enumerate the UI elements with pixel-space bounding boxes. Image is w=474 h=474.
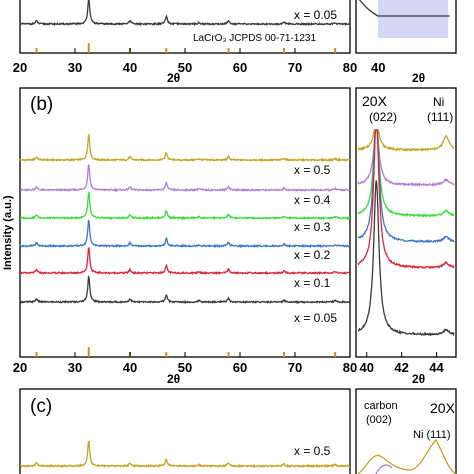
panel-b-series-label-3: x = 0.2 <box>294 248 331 262</box>
panel-a: x = 0.05 LaCrO₃ JCPDS 00-71-1231 20 30 40 5… <box>13 0 457 85</box>
panel-b-inset-magnification: 20X <box>362 93 388 109</box>
panel-b-inset-x-tick-label: 42 <box>394 360 408 375</box>
panel-a-x-tick-label: 80 <box>343 60 357 75</box>
panel-a-x-tick-label: 40 <box>123 60 137 75</box>
panel-b-series-label-1: x = 0.4 <box>294 193 331 207</box>
panel-b-x-tick-label: 80 <box>343 360 357 375</box>
panel-a-series-line <box>19 0 351 27</box>
panel-c-inset-series-group <box>357 438 457 474</box>
panel-a-inset-series-group <box>358 0 450 17</box>
panel-a-x-ticks: 20 30 40 50 60 70 80 <box>13 48 357 75</box>
panel-b-x-tick-label: 60 <box>233 360 247 375</box>
panel-c: (c) x = 0.5 carbon (002) 20X Ni (111) <box>19 388 457 474</box>
panel-b-inset-series-line-4 <box>357 129 455 270</box>
panel-b-series-line-5 <box>19 275 351 305</box>
panel-b-xlabel: 2θ <box>167 372 180 386</box>
panel-a-x-tick-label: 30 <box>68 60 82 75</box>
panel-a-x-tick-label: 60 <box>233 60 247 75</box>
panel-b: (b) Intensity (a.u.) x = 0.5x = 0.4x = 0… <box>2 87 457 386</box>
panel-a-x-tick-label: 70 <box>288 60 302 75</box>
panel-a-x-tick-label: 20 <box>13 60 27 75</box>
panel-a-reference-label: LaCrO₃ JCPDS 00-71-1231 <box>193 33 316 44</box>
panel-b-inset-annotation-111: (111) <box>427 110 453 124</box>
panel-b-x-ticks: 20 30 40 50 60 70 80 <box>13 352 357 375</box>
panel-b-series-label-5: x = 0.05 <box>294 311 337 325</box>
panel-b-inset-series-line-0 <box>357 129 455 152</box>
panel-a-inset-series-line <box>358 0 450 17</box>
panel-a-x-tick-label: 50 <box>178 60 192 75</box>
panel-c-main-frame <box>19 388 351 474</box>
panel-b-series-labels: x = 0.5 x = 0.4 x = 0.3 x = 0.2 x = 0.1 x = 0… <box>294 163 337 325</box>
panel-a-series-group <box>19 0 351 27</box>
panel-b-series-line-4 <box>19 246 351 276</box>
panel-c-inset-frame <box>355 388 457 474</box>
panel-b-series-line-1 <box>19 164 351 193</box>
panel-b-x-tick-label: 20 <box>13 360 27 375</box>
panel-b-series-line-2 <box>19 191 351 221</box>
panel-a-series-label-x-0-05: x = 0.05 <box>294 8 337 22</box>
panel-c-inset-magnification: 20X <box>430 400 456 416</box>
panel-b-inset-series-line-5 <box>357 180 455 337</box>
panel-b-x-tick-label: 50 <box>178 360 192 375</box>
panel-b-series-line-0 <box>19 134 351 163</box>
panel-b-series-label-4: x = 0.1 <box>294 276 331 290</box>
panel-b-inset-x-ticks: 40 42 44 <box>359 352 445 375</box>
panel-c-inset-series-line-2 <box>375 464 393 474</box>
panel-c-series-line <box>19 440 351 469</box>
panel-a-inset-frame <box>355 0 457 54</box>
panel-a-inset-highlight <box>378 0 448 38</box>
panel-a-inset-tick-40: 40 <box>371 60 385 75</box>
panel-b-inset-annotation-ni: Ni <box>433 95 444 109</box>
panel-b-inset-frame <box>355 87 457 358</box>
panel-b-reference-group <box>35 347 337 357</box>
panel-c-series-group <box>19 440 351 469</box>
panel-b-inset-annotation-022: (022) <box>369 110 397 124</box>
panel-b-series-label-2: x = 0.3 <box>294 220 331 234</box>
panel-c-inset-series-line <box>357 438 457 474</box>
panel-c-inset-annotation-002: (002) <box>366 414 392 426</box>
panel-b-series-group <box>19 134 351 305</box>
panel-c-inset-annotation-ni-111: Ni (111) <box>413 429 451 441</box>
panel-b-inset-x-tick-label: 40 <box>359 360 373 375</box>
panel-b-inset-x-tick-label: 44 <box>429 360 444 375</box>
panel-c-label: (c) <box>30 396 52 417</box>
panel-b-x-tick-label: 30 <box>68 360 82 375</box>
panel-b-label: (b) <box>30 94 53 115</box>
panel-c-series-label-x-0-5: x = 0.5 <box>294 444 331 458</box>
panel-a-xlabel: 2θ <box>167 71 180 85</box>
panel-b-inset-xlabel: 2θ <box>412 372 425 386</box>
panel-b-x-tick-label: 70 <box>288 360 302 375</box>
panel-a-inset-xlabel: 2θ <box>412 71 425 85</box>
panel-b-x-tick-label: 40 <box>123 360 137 375</box>
panel-c-inset-annotation-carbon: carbon <box>364 400 398 412</box>
panel-b-ylabel: Intensity (a.u.) <box>2 195 14 270</box>
panel-b-inset-series-group <box>357 129 455 337</box>
panel-a-reference-group <box>35 43 337 53</box>
panel-b-series-line-3 <box>19 219 351 249</box>
panel-b-series-label-0: x = 0.5 <box>294 163 331 177</box>
